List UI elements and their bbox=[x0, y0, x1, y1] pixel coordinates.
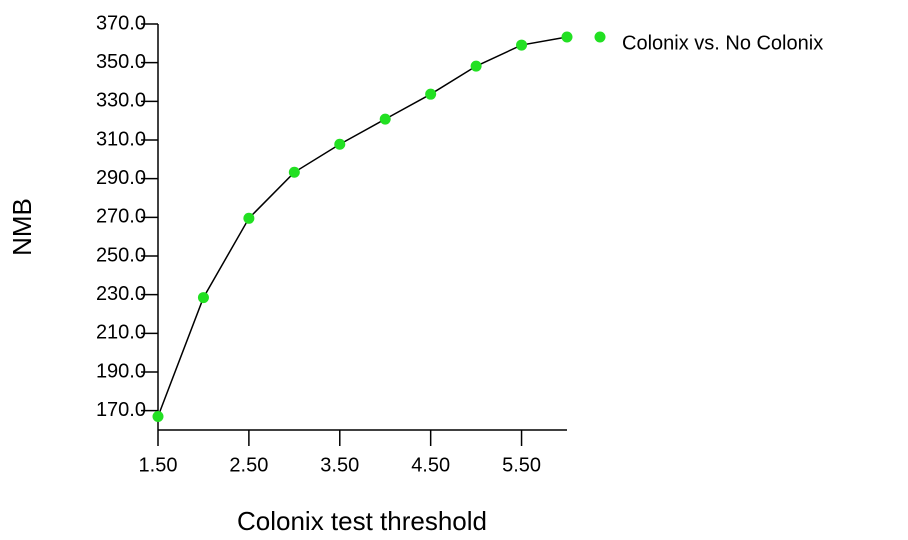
y-tick-label: 170.0 bbox=[96, 399, 146, 421]
y-tick-label: 350.0 bbox=[96, 51, 146, 73]
point bbox=[334, 138, 346, 150]
point bbox=[470, 60, 482, 72]
y-tick-label: 330.0 bbox=[96, 90, 146, 112]
point bbox=[243, 212, 255, 224]
y-tick-label: 250.0 bbox=[96, 244, 146, 266]
x-tick-label: 1.50 bbox=[139, 454, 178, 476]
x-axis-title: Colonix test threshold bbox=[237, 506, 487, 536]
point bbox=[197, 292, 209, 304]
y-tick-label: 190.0 bbox=[96, 360, 146, 382]
y-tick-label: 290.0 bbox=[96, 167, 146, 189]
y-tick-label: 310.0 bbox=[96, 128, 146, 150]
y-tick-label: 210.0 bbox=[96, 322, 146, 344]
y-tick-label: 270.0 bbox=[96, 206, 146, 228]
point bbox=[152, 410, 164, 422]
y-tick-label: 230.0 bbox=[96, 283, 146, 305]
x-tick-label: 5.50 bbox=[502, 454, 541, 476]
x-tick-label: 2.50 bbox=[229, 454, 268, 476]
y-axis-title: NMB bbox=[7, 198, 37, 256]
line bbox=[157, 36, 568, 417]
legend-marker bbox=[594, 31, 606, 43]
point bbox=[379, 113, 391, 125]
x-tick-label: 4.50 bbox=[411, 454, 450, 476]
point bbox=[288, 166, 300, 178]
x-tick-label: 3.50 bbox=[320, 454, 359, 476]
y-tick-label: 370.0 bbox=[96, 12, 146, 34]
legend-label: Colonix vs. No Colonix bbox=[622, 32, 823, 54]
point bbox=[425, 88, 437, 100]
point bbox=[561, 31, 573, 43]
point bbox=[516, 39, 528, 51]
